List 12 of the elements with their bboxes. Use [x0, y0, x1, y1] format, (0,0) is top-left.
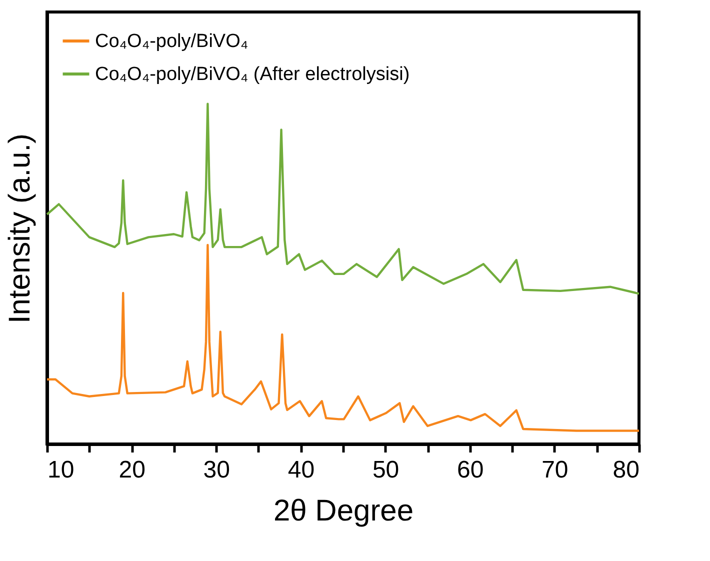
- x-tick-label: 80: [612, 456, 640, 484]
- legend-label: Co₄O₄-poly/BiVO₄ (After electrolysisi): [95, 64, 410, 85]
- x-tick-label: 20: [118, 456, 146, 484]
- legend-label: Co₄O₄-poly/BiVO₄: [95, 31, 248, 52]
- x-tick-label: 40: [288, 456, 315, 484]
- x-tick-label: 70: [542, 456, 568, 484]
- x-tick-label: 50: [372, 456, 400, 484]
- x-axis-title: 2θ Degree: [273, 494, 414, 528]
- y-axis-title: Intensity (a.u.): [4, 133, 36, 324]
- x-tick-label: 10: [48, 456, 74, 484]
- x-tick-label: 60: [457, 456, 484, 484]
- x-tick-label: 30: [203, 456, 230, 484]
